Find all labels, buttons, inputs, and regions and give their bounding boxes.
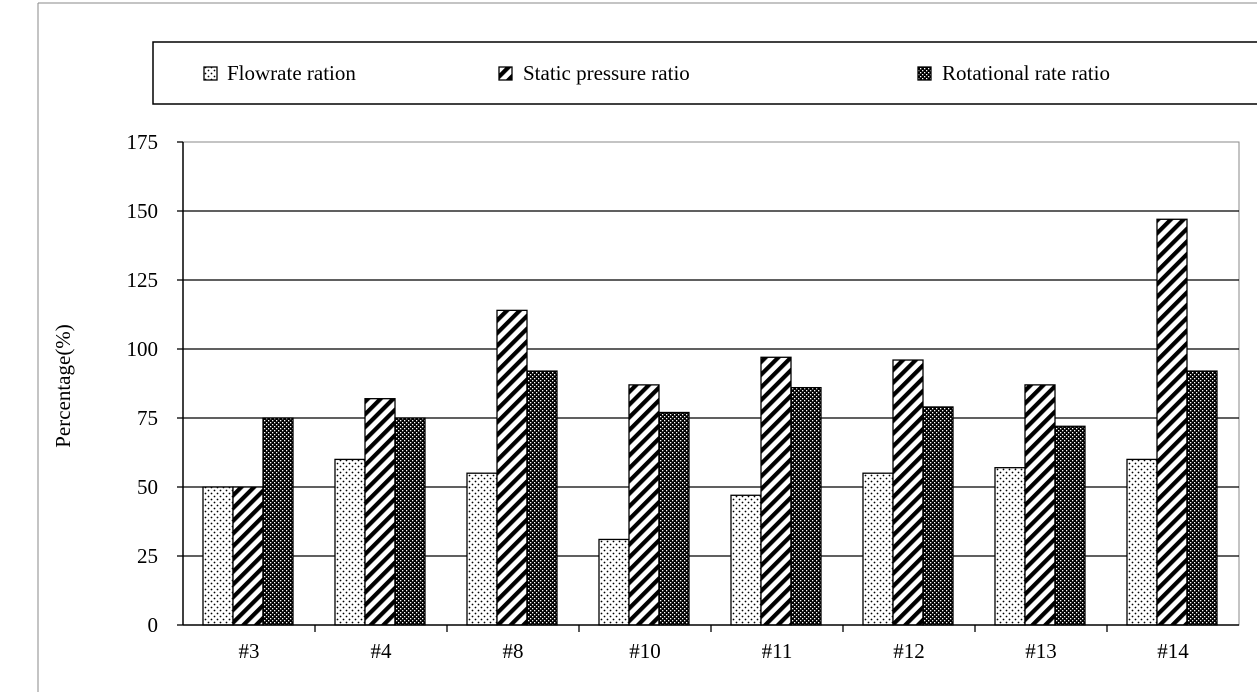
y-tick-label: 150 <box>127 199 159 223</box>
y-axis-title: Percentage(%) <box>51 324 75 448</box>
bar-dots-n3 <box>202 486 234 626</box>
x-tick-label: #8 <box>503 639 524 663</box>
bar-diagonal-stripes-n13 <box>1024 384 1056 626</box>
bar-dense-dots-n8 <box>526 370 558 626</box>
bar-diagonal-stripes-n4 <box>364 398 396 626</box>
bar-dense-dots-n3 <box>262 417 294 626</box>
bar-diagonal-stripes-n12 <box>892 359 924 626</box>
bar-diagonal-stripes-n11 <box>760 356 792 626</box>
bar-dense-dots-n4 <box>394 417 426 626</box>
x-tick-label: #10 <box>629 639 661 663</box>
legend: Flowrate ration Static pressure ratio Ro… <box>152 41 1257 105</box>
bar-dense-dots-n11 <box>790 386 822 626</box>
bar-dots-n11 <box>730 494 762 626</box>
x-axis-ticks: #3 #4 #8 #10 #11 #12 #13 #14 <box>239 625 1189 663</box>
x-tick-label: #11 <box>762 639 793 663</box>
legend-swatch-static-pressure <box>498 66 513 81</box>
y-tick-label: 50 <box>137 475 158 499</box>
bar-dots-n8 <box>466 472 498 626</box>
legend-box <box>152 41 1257 105</box>
y-axis-ticks: 0 25 50 75 100 125 150 175 <box>127 130 183 637</box>
legend-label-static-pressure: Static pressure ratio <box>523 61 690 85</box>
bar-diagonal-stripes-n8 <box>496 309 528 626</box>
y-tick-label: 75 <box>137 406 158 430</box>
bar-dense-dots-n14 <box>1186 370 1218 626</box>
legend-swatch-flowrate <box>203 66 218 81</box>
x-tick-label: #12 <box>893 639 925 663</box>
bar-dense-dots-n12 <box>922 406 954 626</box>
bar-dots-n13 <box>994 467 1026 626</box>
bar-dense-dots-n10 <box>658 411 690 626</box>
bar-dots-n4 <box>334 458 366 626</box>
bar-dots-n10 <box>598 538 630 626</box>
legend-label-flowrate: Flowrate ration <box>227 61 356 85</box>
bar-dots-n12 <box>862 472 894 626</box>
y-tick-label: 175 <box>127 130 159 154</box>
bar-dense-dots-n13 <box>1054 425 1086 626</box>
y-tick-label: 125 <box>127 268 159 292</box>
y-tick-label: 25 <box>137 544 158 568</box>
bar-diagonal-stripes-n14 <box>1156 218 1188 626</box>
bar-dots-n14 <box>1126 458 1158 626</box>
legend-label-rotational-rate: Rotational rate ratio <box>942 61 1110 85</box>
bars <box>202 218 1218 626</box>
x-tick-label: #4 <box>371 639 393 663</box>
y-tick-label: 0 <box>148 613 159 637</box>
y-tick-label: 100 <box>127 337 159 361</box>
x-tick-label: #3 <box>239 639 260 663</box>
x-tick-label: #13 <box>1025 639 1057 663</box>
bar-diagonal-stripes-n10 <box>628 384 660 626</box>
legend-swatch-rotational-rate <box>917 66 932 81</box>
bar-diagonal-stripes-n3 <box>232 486 264 626</box>
x-tick-label: #14 <box>1157 639 1189 663</box>
